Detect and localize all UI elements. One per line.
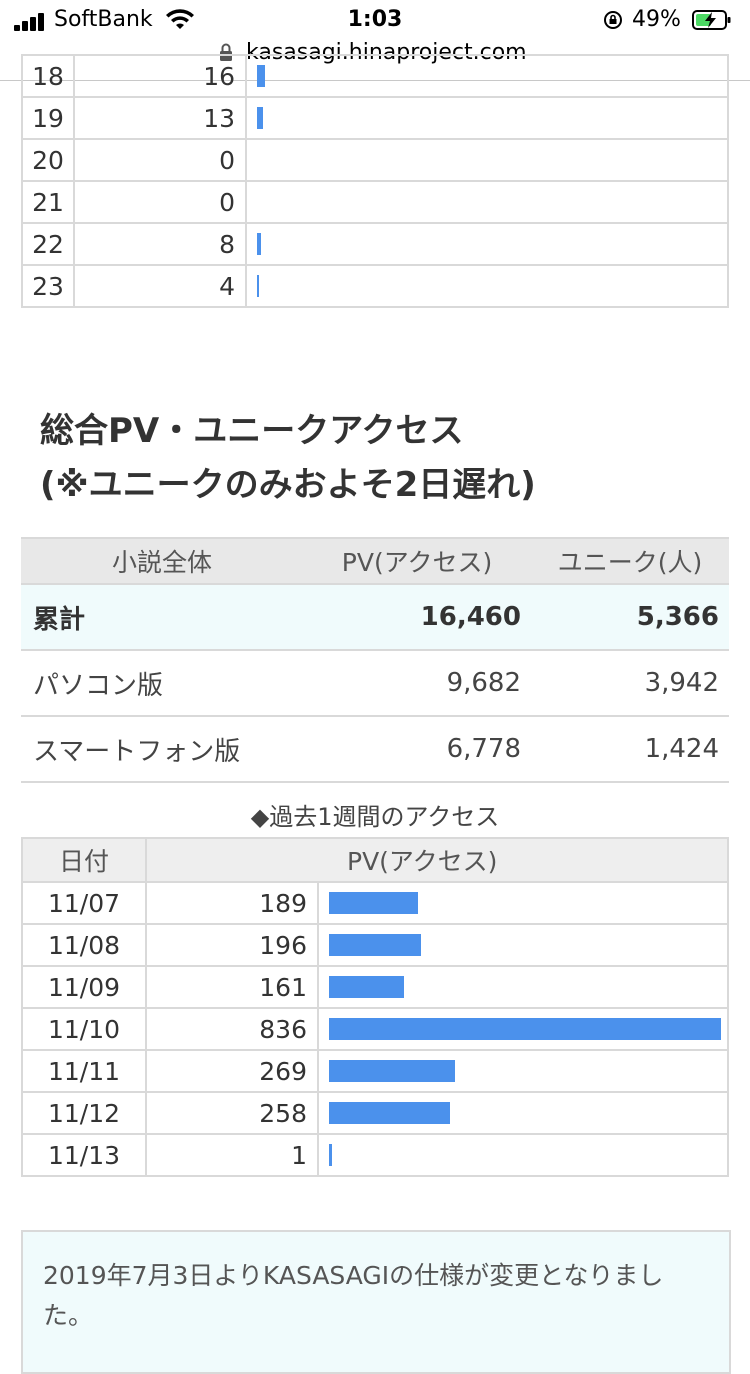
bar xyxy=(257,233,261,255)
pv-cell: 196 xyxy=(145,923,319,967)
bar-cell xyxy=(245,96,729,140)
bar-cell xyxy=(317,923,729,967)
section-title: 総合PV・ユニークアクセス (※ユニークのみおよそ2日遅れ) xyxy=(40,404,536,512)
total-access-table: 小説全体 PV(アクセス) ユニーク(人) 累計 16,460 5,366 パソ… xyxy=(21,537,729,783)
value-cell: 0 xyxy=(73,180,247,224)
signal-icon xyxy=(14,13,48,31)
value-cell: 4 xyxy=(73,264,247,308)
date-cell: 11/08 xyxy=(21,923,147,967)
bar xyxy=(257,275,259,297)
bar-cell xyxy=(317,881,729,925)
bar-cell xyxy=(245,222,729,266)
clock: 1:03 xyxy=(347,7,403,32)
table-row: 11/10 836 xyxy=(21,1007,729,1051)
hour-cell: 22 xyxy=(21,222,75,266)
row-unique: 5,366 xyxy=(531,584,729,651)
pv-cell: 1 xyxy=(145,1133,319,1177)
table-row: 11/07 189 xyxy=(21,881,729,925)
table-row: 11/08 196 xyxy=(21,923,729,967)
table-row: 11/11 269 xyxy=(21,1049,729,1093)
table-row: 11/09 161 xyxy=(21,965,729,1009)
header-pv: PV(アクセス) xyxy=(303,537,531,585)
spec-change-notice: 2019年7月3日よりKASASAGIの仕様が変更となりました。 xyxy=(21,1230,731,1374)
pv-cell: 161 xyxy=(145,965,319,1009)
row-pv: 16,460 xyxy=(303,584,531,651)
bar-cell xyxy=(245,138,729,182)
header-novel-total: 小説全体 xyxy=(21,537,303,585)
bar xyxy=(329,1144,332,1166)
battery-percent: 49% xyxy=(632,7,681,32)
row-label: 累計 xyxy=(21,584,303,651)
bar xyxy=(329,892,418,914)
bar xyxy=(329,1018,721,1040)
row-unique: 3,942 xyxy=(531,650,729,717)
bar xyxy=(329,976,405,998)
section-title-line1: 総合PV・ユニークアクセス xyxy=(40,411,464,451)
bar-cell xyxy=(317,1091,729,1135)
date-cell: 11/12 xyxy=(21,1091,147,1135)
hour-cell: 23 xyxy=(21,264,75,308)
bar-cell xyxy=(245,264,729,308)
table-row-total: 累計 16,460 5,366 xyxy=(21,584,729,651)
bar-cell xyxy=(317,1049,729,1093)
row-pv: 9,682 xyxy=(303,650,531,717)
battery-charging-icon xyxy=(692,10,731,30)
table-row: 22 8 xyxy=(21,222,729,266)
bar-cell xyxy=(245,54,729,98)
bar xyxy=(257,107,264,129)
row-pv: 6,778 xyxy=(303,716,531,783)
date-cell: 11/09 xyxy=(21,965,147,1009)
date-cell: 11/11 xyxy=(21,1049,147,1093)
row-label: スマートフォン版 xyxy=(21,716,303,783)
carrier-name: SoftBank xyxy=(54,7,153,32)
bar xyxy=(329,1102,450,1124)
hour-cell: 19 xyxy=(21,96,75,140)
table-row-smartphone: スマートフォン版 6,778 1,424 xyxy=(21,716,729,783)
pv-cell: 258 xyxy=(145,1091,319,1135)
table-row: 11/12 258 xyxy=(21,1091,729,1135)
date-cell: 11/13 xyxy=(21,1133,147,1177)
row-unique: 1,424 xyxy=(531,716,729,783)
header-date: 日付 xyxy=(21,837,147,883)
table-row: 19 13 xyxy=(21,96,729,140)
hour-cell: 18 xyxy=(21,54,75,98)
rotation-lock-icon xyxy=(604,11,622,29)
bar-cell xyxy=(317,965,729,1009)
table-row: 21 0 xyxy=(21,180,729,224)
pv-cell: 189 xyxy=(145,881,319,925)
section-title-line2: (※ユニークのみおよそ2日遅れ) xyxy=(40,465,536,505)
bar xyxy=(329,1060,456,1082)
header-unique: ユニーク(人) xyxy=(531,537,729,585)
bar-cell xyxy=(317,1007,729,1051)
date-cell: 11/10 xyxy=(21,1007,147,1051)
value-cell: 0 xyxy=(73,138,247,182)
notice-text: 2019年7月3日よりKASASAGIの仕様が変更となりました。 xyxy=(43,1261,664,1330)
value-cell: 16 xyxy=(73,54,247,98)
value-cell: 13 xyxy=(73,96,247,140)
value-cell: 8 xyxy=(73,222,247,266)
table-row-pc: パソコン版 9,682 3,942 xyxy=(21,650,729,717)
table-row: 11/13 1 xyxy=(21,1133,729,1177)
weekly-caption: ◆過去1週間のアクセス xyxy=(250,803,500,831)
table-row: 23 4 xyxy=(21,264,729,308)
bar-cell xyxy=(245,180,729,224)
pv-cell: 836 xyxy=(145,1007,319,1051)
wifi-icon xyxy=(166,9,194,29)
hour-cell: 20 xyxy=(21,138,75,182)
bar xyxy=(257,65,265,87)
hour-cell: 21 xyxy=(21,180,75,224)
pv-cell: 269 xyxy=(145,1049,319,1093)
table-row: 18 16 xyxy=(21,54,729,98)
header-weekly-pv: PV(アクセス) xyxy=(145,837,729,883)
bar xyxy=(329,934,421,956)
date-cell: 11/07 xyxy=(21,881,147,925)
table-row: 20 0 xyxy=(21,138,729,182)
weekly-access-table: 日付 PV(アクセス) 11/07 189 11/08 196 11/09 161 11/1… xyxy=(21,837,729,1177)
bar-cell xyxy=(317,1133,729,1177)
hourly-access-table: 18 16 19 13 20 0 21 0 22 8 23 4 xyxy=(21,54,729,308)
row-label: パソコン版 xyxy=(21,650,303,717)
